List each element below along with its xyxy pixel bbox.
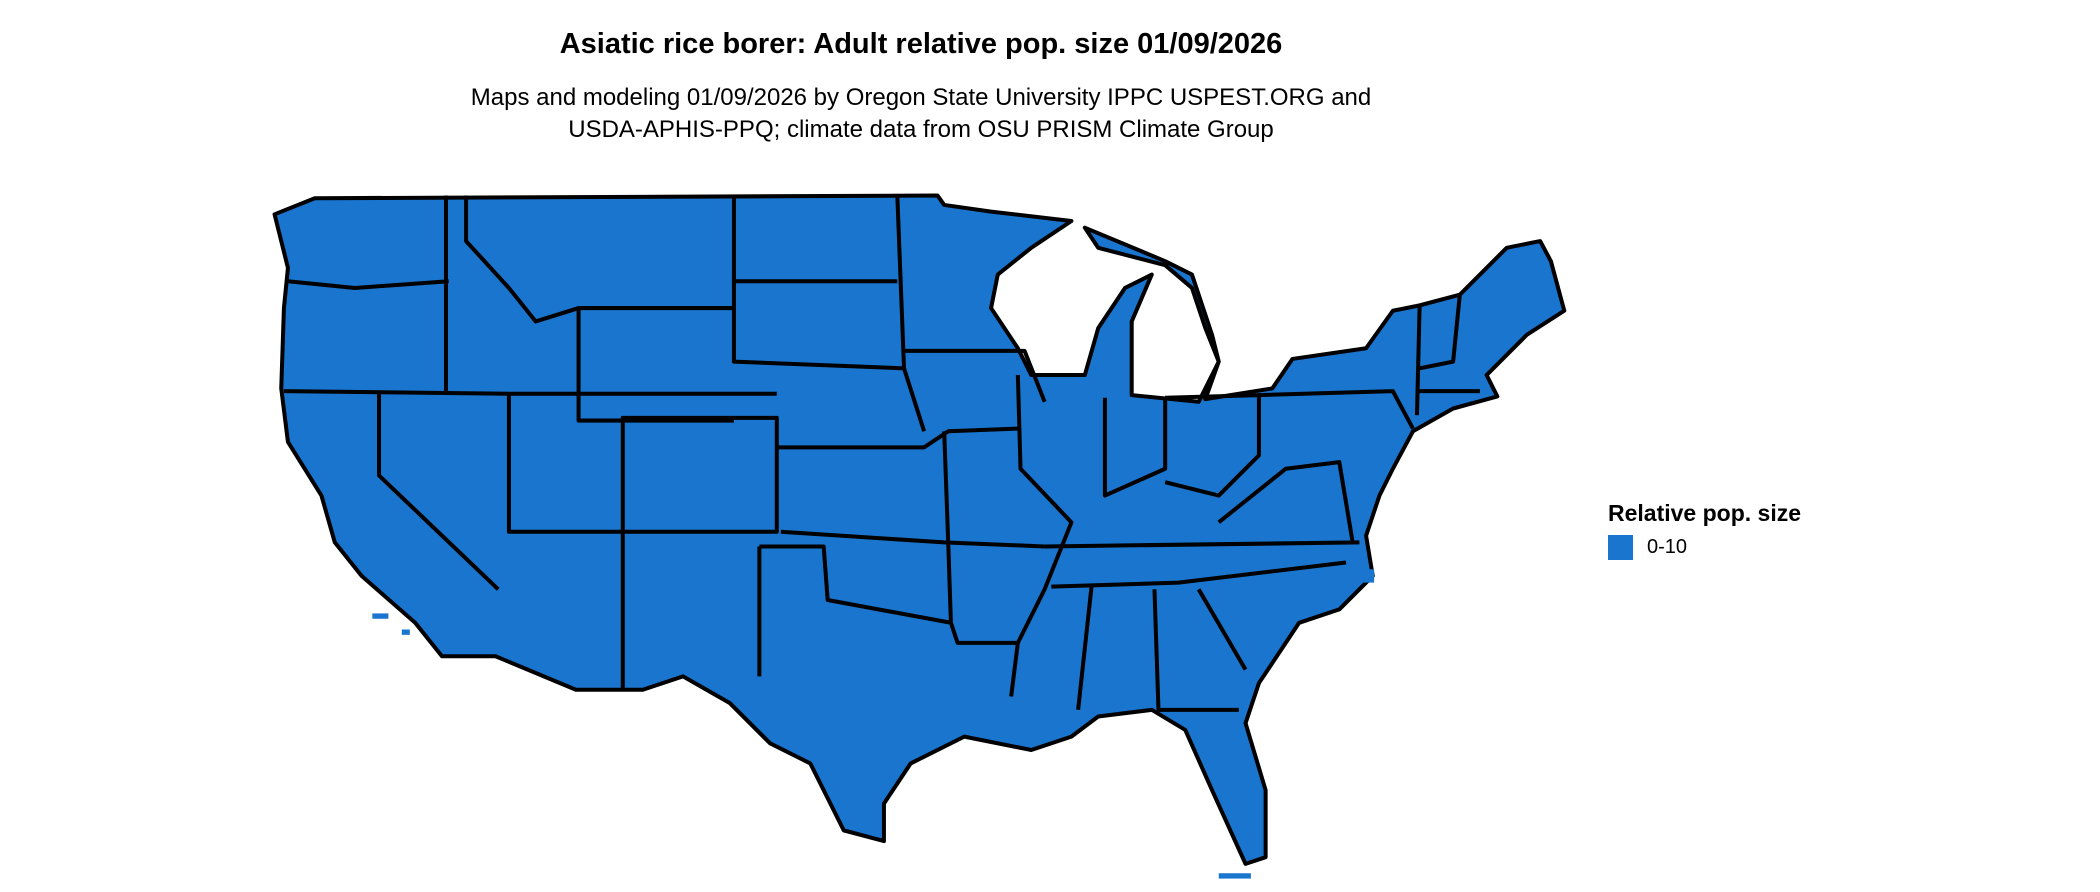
map-subtitle-line1: Maps and modeling 01/09/2026 by Oregon S…	[470, 84, 1372, 111]
legend-title: Relative pop. size	[1608, 500, 1802, 526]
map-subtitle-line2: USDA-APHIS-PPQ; climate data from OSU PR…	[568, 116, 1274, 143]
legend: Relative pop. size 0-10	[1608, 500, 1801, 560]
map-title: Asiatic rice borer: Adult relative pop. …	[559, 28, 1283, 60]
legend-item: 0-10	[1608, 535, 1801, 560]
legend-swatch	[1608, 535, 1633, 560]
coastal-islands	[372, 569, 1375, 879]
us-outline	[272, 193, 1567, 866]
state-borders	[283, 195, 1480, 712]
legend-label: 0-10	[1647, 536, 1688, 558]
